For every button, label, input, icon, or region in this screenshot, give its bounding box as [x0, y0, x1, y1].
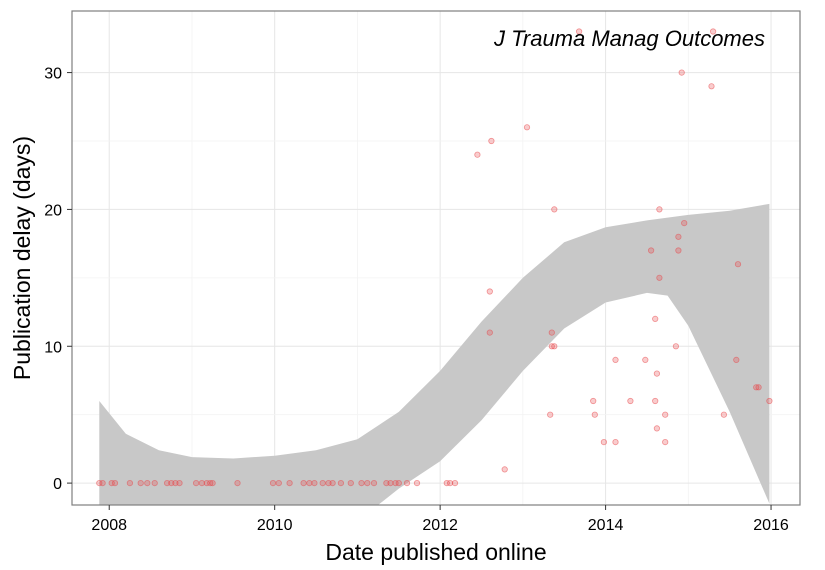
data-point — [656, 274, 663, 281]
data-point — [347, 479, 354, 487]
data-point — [678, 69, 685, 76]
data-point — [612, 356, 619, 363]
data-point — [501, 466, 508, 473]
data-point — [358, 479, 365, 487]
data-point — [766, 397, 773, 405]
data-point — [662, 411, 669, 418]
x-tick-label: 2008 — [91, 517, 127, 534]
data-point — [720, 411, 728, 418]
data-point — [337, 479, 344, 487]
data-point — [108, 479, 115, 487]
data-point — [642, 356, 649, 363]
data-point — [474, 151, 481, 158]
data-point — [548, 329, 555, 336]
data-point — [656, 206, 663, 213]
data-point — [364, 479, 371, 487]
y-tick-label: 20 — [44, 202, 62, 219]
data-point — [370, 479, 378, 487]
data-point — [137, 479, 144, 487]
data-point — [198, 479, 205, 487]
data-point — [627, 397, 634, 405]
y-tick-label: 30 — [44, 66, 62, 83]
data-point — [300, 479, 307, 487]
data-point — [176, 479, 183, 487]
data-point — [96, 479, 103, 487]
data-point — [575, 28, 583, 35]
data-point — [164, 479, 171, 487]
data-point — [311, 479, 318, 487]
data-point — [234, 479, 241, 487]
confidence-band — [99, 203, 770, 505]
data-point — [600, 438, 608, 446]
data-point — [708, 83, 715, 90]
x-tick-label: 2012 — [422, 517, 458, 534]
data-point — [209, 479, 216, 487]
data-point — [551, 343, 558, 350]
data-point — [269, 479, 277, 487]
data-point — [387, 479, 394, 487]
plot-border — [71, 10, 801, 506]
data-point — [733, 356, 740, 363]
data-point — [612, 438, 619, 446]
y-tick-label: 0 — [53, 476, 62, 493]
data-point — [275, 479, 282, 487]
data-point — [734, 261, 742, 268]
data-point — [395, 479, 402, 487]
x-tick-label: 2014 — [588, 517, 624, 534]
data-point — [151, 479, 158, 487]
data-point — [286, 479, 293, 487]
smooth-confidence-band — [99, 203, 770, 505]
data-point — [392, 479, 399, 487]
data-point — [675, 247, 682, 254]
data-point — [709, 28, 717, 35]
data-point — [547, 411, 554, 418]
data-point — [662, 438, 669, 446]
data-point — [523, 124, 531, 131]
data-point — [755, 384, 762, 391]
data-point — [653, 425, 661, 432]
data-point — [652, 315, 659, 322]
data-point — [590, 397, 597, 405]
data-point — [652, 397, 659, 405]
data-point — [319, 479, 326, 487]
data-point — [486, 288, 493, 295]
data-point — [126, 479, 133, 487]
x-axis-ticks: 2008 2010 2012 2014 2016 — [91, 505, 789, 534]
data-point — [551, 206, 558, 213]
data-point — [675, 233, 682, 240]
data-point — [111, 479, 119, 487]
data-point — [446, 479, 454, 487]
data-point — [403, 479, 411, 487]
data-point — [647, 247, 655, 254]
data-point — [99, 479, 106, 487]
chart-annotation: J Trauma Manag Outcomes — [493, 26, 765, 51]
x-axis-title: Date published online — [325, 539, 546, 565]
data-point — [144, 479, 151, 487]
data-point — [591, 411, 598, 418]
data-point — [486, 329, 493, 336]
y-axis-ticks: 0 10 20 30 — [44, 66, 72, 493]
data-point — [681, 220, 688, 227]
data-point — [413, 479, 421, 487]
data-point — [443, 479, 450, 487]
x-tick-label: 2016 — [753, 517, 789, 534]
y-axis-title: Publication delay (days) — [9, 136, 35, 380]
data-point — [193, 479, 200, 487]
data-point — [653, 370, 661, 377]
x-tick-label: 2010 — [257, 517, 293, 534]
data-point — [488, 137, 495, 145]
data-points — [96, 28, 773, 487]
data-point — [451, 479, 459, 487]
y-tick-label: 10 — [44, 339, 62, 356]
data-point — [306, 479, 313, 487]
data-point — [329, 479, 336, 487]
data-point — [672, 343, 680, 350]
